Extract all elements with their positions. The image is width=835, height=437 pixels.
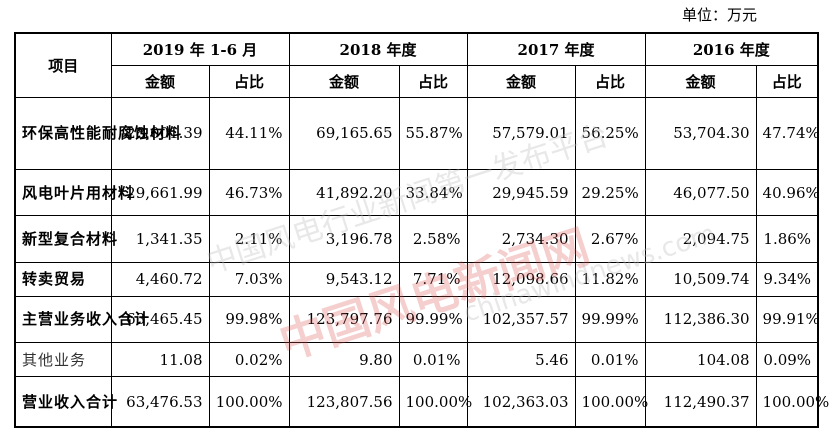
ratio-cell: 100.00% xyxy=(574,376,648,428)
amount-cell: 112,386.30 xyxy=(644,295,757,344)
amount-cell: 2,094.75 xyxy=(644,215,757,263)
header-amount: 金额 xyxy=(288,64,400,98)
ratio-cell: 2.67% xyxy=(574,215,646,263)
table-row: 其他业务 11.08 0.02% 9.80 0.01% 5.46 0.01% 1… xyxy=(14,342,819,378)
amount-cell: 63,465.45 xyxy=(110,295,210,344)
ratio-cell: 29.25% xyxy=(574,169,646,217)
amount-cell: 104.08 xyxy=(644,342,757,378)
amount-cell: 10,509.74 xyxy=(644,261,757,297)
ratio-cell: 11.82% xyxy=(574,261,646,297)
ratio-cell: 56.25% xyxy=(574,96,646,171)
amount-cell: 53,704.30 xyxy=(644,96,757,171)
ratio-cell: 99.91% xyxy=(755,295,820,344)
header-row: 项目 2019 年 1-6 月 2018 年度 2017 年度 2016 年度 xyxy=(14,32,819,98)
amount-cell: 29,661.99 xyxy=(110,169,210,217)
ratio-cell: 9.34% xyxy=(755,261,819,297)
amount-cell: 3,196.78 xyxy=(288,215,400,263)
header-period-2018: 2018 年度 xyxy=(288,32,468,66)
ratio-cell: 0.01% xyxy=(398,342,468,378)
ratio-cell: 99.99% xyxy=(398,295,468,344)
header-period-2019h1: 2019 年 1-6 月 xyxy=(110,32,290,66)
ratio-cell: 55.87% xyxy=(398,96,468,171)
row-label: 主营业务收入合计 xyxy=(14,295,149,344)
ratio-cell: 0.02% xyxy=(208,342,290,378)
header-period-2017: 2017 年度 xyxy=(466,32,646,66)
ratio-cell: 7.03% xyxy=(208,261,290,297)
ratio-cell: 99.99% xyxy=(574,295,646,344)
ratio-cell: 99.98% xyxy=(208,295,290,344)
amount-cell: 11.08 xyxy=(110,342,210,378)
header-amount: 金额 xyxy=(110,64,210,98)
amount-cell: 102,363.03 xyxy=(466,376,576,428)
amount-cell: 63,476.53 xyxy=(110,376,210,428)
ratio-cell: 0.09% xyxy=(755,342,819,378)
row-label: 新型复合材料 xyxy=(14,215,117,263)
amount-cell: 28,001.39 xyxy=(110,96,210,171)
table-row: 转卖贸易 4,460.72 7.03% 9,543.12 7.71% 12,09… xyxy=(14,261,819,297)
amount-cell: 5.46 xyxy=(466,342,576,378)
amount-cell: 46,077.50 xyxy=(644,169,757,217)
table-row: 主营业务收入合计 63,465.45 99.98% 123,797.76 99.… xyxy=(14,295,820,344)
amount-cell: 1,341.35 xyxy=(110,215,210,263)
amount-cell: 69,165.65 xyxy=(288,96,400,171)
header-amount: 金额 xyxy=(644,64,757,98)
ratio-cell: 2.58% xyxy=(398,215,468,263)
row-label: 风电叶片用材料 xyxy=(14,169,133,217)
row-label: 环保高性能耐腐蚀材料 xyxy=(14,96,181,171)
amount-cell: 4,460.72 xyxy=(110,261,210,297)
amount-cell: 41,892.20 xyxy=(288,169,400,217)
table-row: 环保高性能耐腐蚀材料 28,001.39 44.11% 69,165.65 55… xyxy=(14,96,820,171)
subheader-row: 金额 占比 金额 占比 金额 占比 金额 占比 xyxy=(15,64,819,98)
ratio-cell: 100.00% xyxy=(398,376,472,428)
ratio-cell: 100.00% xyxy=(208,376,290,428)
header-ratio: 占比 xyxy=(208,64,290,98)
amount-cell: 29,945.59 xyxy=(466,169,576,217)
amount-cell: 9,543.12 xyxy=(288,261,400,297)
row-label: 营业收入合计 xyxy=(14,376,117,428)
row-label: 其他业务 xyxy=(14,342,112,378)
ratio-cell: 100.00% xyxy=(755,376,829,428)
header-period-2016: 2016 年度 xyxy=(644,32,819,66)
ratio-cell: 44.11% xyxy=(208,96,290,171)
ratio-cell: 33.84% xyxy=(398,169,468,217)
ratio-cell: 7.71% xyxy=(398,261,468,297)
table-row: 风电叶片用材料 29,661.99 46.73% 41,892.20 33.84… xyxy=(14,169,820,217)
amount-cell: 112,490.37 xyxy=(644,376,757,428)
header-item: 项目 xyxy=(14,32,112,98)
amount-cell: 12,098.66 xyxy=(466,261,576,297)
header-amount: 金额 xyxy=(466,64,576,98)
amount-cell: 2,734.30 xyxy=(466,215,576,263)
unit-label: 单位：万元 xyxy=(681,6,757,24)
amount-cell: 123,797.76 xyxy=(288,295,400,344)
ratio-cell: 0.01% xyxy=(574,342,646,378)
amount-cell: 57,579.01 xyxy=(466,96,576,171)
table-row: 新型复合材料 1,341.35 2.11% 3,196.78 2.58% 2,7… xyxy=(14,215,819,263)
amount-cell: 9.80 xyxy=(288,342,400,378)
ratio-cell: 47.74% xyxy=(755,96,820,171)
header-ratio: 占比 xyxy=(755,64,819,98)
amount-cell: 123,807.56 xyxy=(288,376,400,428)
ratio-cell: 46.73% xyxy=(208,169,290,217)
amount-cell: 102,357.57 xyxy=(466,295,576,344)
ratio-cell: 2.11% xyxy=(208,215,290,263)
row-label: 转卖贸易 xyxy=(14,261,112,297)
table-row: 营业收入合计 63,476.53 100.00% 123,807.56 100.… xyxy=(14,376,829,428)
header-ratio: 占比 xyxy=(574,64,646,98)
ratio-cell: 1.86% xyxy=(755,215,819,263)
revenue-breakdown-table: 项目 2019 年 1-6 月 2018 年度 2017 年度 2016 年度 … xyxy=(14,32,829,428)
header-ratio: 占比 xyxy=(398,64,468,98)
ratio-cell: 40.96% xyxy=(755,169,820,217)
